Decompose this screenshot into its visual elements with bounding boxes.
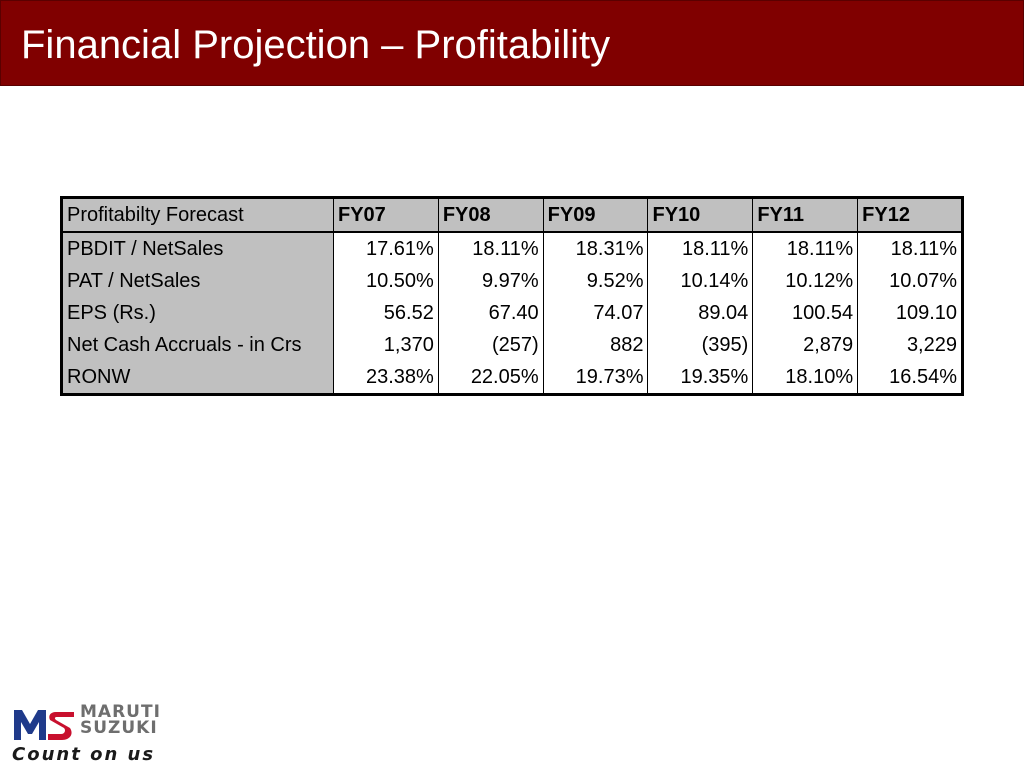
table-cell: 16.54% <box>857 361 963 395</box>
table-cell: 89.04 <box>647 297 753 329</box>
row-label: Net Cash Accruals - in Crs <box>61 329 334 361</box>
table-cell: 10.12% <box>752 265 858 297</box>
table-cell: (395) <box>647 329 753 361</box>
table-cell: 18.10% <box>752 361 858 395</box>
table-cell: 10.14% <box>647 265 753 297</box>
table-cell: 19.35% <box>647 361 753 395</box>
column-header-fy11: FY11 <box>752 197 859 233</box>
table-cell: 17.61% <box>333 232 439 265</box>
column-header-fy12: FY12 <box>857 197 963 233</box>
table-row: PAT / NetSales 10.50% 9.97% 9.52% 10.14%… <box>61 265 963 297</box>
slide-title: Financial Projection – Profitability <box>21 23 611 67</box>
table-corner-label: Profitabilty Forecast <box>61 197 334 233</box>
table-cell: 18.11% <box>647 232 753 265</box>
table-cell: 882 <box>542 329 648 361</box>
row-label: EPS (Rs.) <box>61 297 334 329</box>
table-cell: 18.11% <box>437 232 544 265</box>
column-header-fy08: FY08 <box>437 197 544 233</box>
table-cell: 23.38% <box>333 361 439 395</box>
table-cell: 19.73% <box>542 361 648 395</box>
logo-tagline: Count on us <box>12 744 156 765</box>
table-header-row: Profitabilty Forecast FY07 FY08 FY09 FY1… <box>61 197 963 233</box>
maruti-suzuki-logo: MARUTI SUZUKI Count on us <box>12 702 190 765</box>
table-cell: 1,370 <box>333 329 439 361</box>
table-cell: 100.54 <box>752 297 858 329</box>
table-cell: 3,229 <box>857 329 963 361</box>
table-row: PBDIT / NetSales 17.61% 18.11% 18.31% 18… <box>61 232 963 265</box>
table-row: EPS (Rs.) 56.52 67.40 74.07 89.04 100.54… <box>61 297 963 329</box>
row-label: RONW <box>61 361 334 395</box>
logo-brand-name: MARUTI SUZUKI <box>80 702 190 738</box>
table-cell: 18.31% <box>542 232 648 265</box>
table-cell: 9.97% <box>437 265 544 297</box>
table-cell: 10.07% <box>857 265 963 297</box>
table-cell: 10.50% <box>333 265 439 297</box>
table-cell: 109.10 <box>857 297 963 329</box>
column-header-fy09: FY09 <box>542 197 649 233</box>
logo-brand-line-1: MARUTI <box>80 702 161 722</box>
logo-brand-line-2: SUZUKI <box>80 718 158 738</box>
slide-title-bar: Financial Projection – Profitability <box>0 0 1024 86</box>
profitability-forecast-table: Profitabilty Forecast FY07 FY08 FY09 FY1… <box>60 196 964 396</box>
table-row: Net Cash Accruals - in Crs 1,370 (257) 8… <box>61 329 963 361</box>
table-cell: 9.52% <box>542 265 648 297</box>
column-header-fy07: FY07 <box>333 197 439 233</box>
table-cell: 22.05% <box>437 361 544 395</box>
table-cell: 74.07 <box>542 297 648 329</box>
table-cell: 67.40 <box>437 297 544 329</box>
table-cell: 18.11% <box>752 232 858 265</box>
table-cell: (257) <box>437 329 544 361</box>
table-cell: 18.11% <box>857 232 963 265</box>
column-header-fy10: FY10 <box>647 197 754 233</box>
maruti-suzuki-emblem-icon <box>12 706 76 742</box>
table-cell: 56.52 <box>333 297 439 329</box>
row-label: PBDIT / NetSales <box>61 232 334 265</box>
table-cell: 2,879 <box>752 329 858 361</box>
row-label: PAT / NetSales <box>61 265 334 297</box>
table-row: RONW 23.38% 22.05% 19.73% 19.35% 18.10% … <box>61 361 963 395</box>
